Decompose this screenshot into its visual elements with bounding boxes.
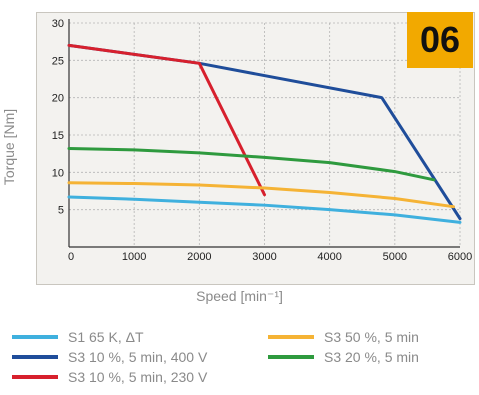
y-tick-label: 25 bbox=[52, 55, 64, 67]
legend-label: S3 20 %, 5 min bbox=[324, 349, 419, 365]
y-axis-label: Torque [Nm] bbox=[1, 108, 17, 186]
legend-item: S1 65 K, ΔT bbox=[12, 329, 144, 345]
x-tick-label: 2000 bbox=[187, 251, 211, 263]
legend-swatch bbox=[268, 335, 314, 339]
y-tick-label: 20 bbox=[52, 93, 64, 105]
series-line-3 bbox=[67, 43, 266, 197]
legend-item: S3 10 %, 5 min, 400 V bbox=[12, 349, 207, 365]
legend-label: S1 65 K, ΔT bbox=[68, 329, 144, 345]
legend-swatch bbox=[12, 355, 58, 359]
x-tick-label: 1000 bbox=[122, 251, 146, 263]
y-tick-label: 10 bbox=[52, 167, 64, 179]
figure-number-badge: 06 bbox=[407, 12, 473, 68]
y-tick-label: 30 bbox=[52, 18, 64, 30]
x-tick-label: 5000 bbox=[383, 251, 407, 263]
series-line-4 bbox=[67, 181, 455, 209]
legend-swatch bbox=[268, 355, 314, 359]
legend-label: S3 10 %, 5 min, 400 V bbox=[68, 349, 208, 365]
x-axis-label: Speed [min⁻¹] bbox=[196, 288, 283, 304]
legend-item: S3 10 %, 5 min, 230 V bbox=[12, 369, 207, 385]
legend-swatch bbox=[12, 335, 58, 339]
legend-label: S3 50 %, 5 min bbox=[324, 329, 419, 345]
series-line-5 bbox=[67, 146, 436, 182]
legend-swatch bbox=[12, 375, 58, 379]
series-line-1 bbox=[67, 195, 462, 224]
x-tick-label: 3000 bbox=[252, 251, 276, 263]
x-tick-label: 0 bbox=[68, 251, 74, 263]
y-tick-label: 5 bbox=[58, 205, 64, 217]
x-tick-label: 4000 bbox=[317, 251, 341, 263]
legend-item: S3 20 %, 5 min bbox=[268, 349, 419, 365]
legend-item: S3 50 %, 5 min bbox=[268, 329, 419, 345]
y-tick-label: 15 bbox=[52, 130, 64, 142]
x-tick-label: 6000 bbox=[448, 251, 472, 263]
legend-label: S3 10 %, 5 min, 230 V bbox=[68, 369, 208, 385]
